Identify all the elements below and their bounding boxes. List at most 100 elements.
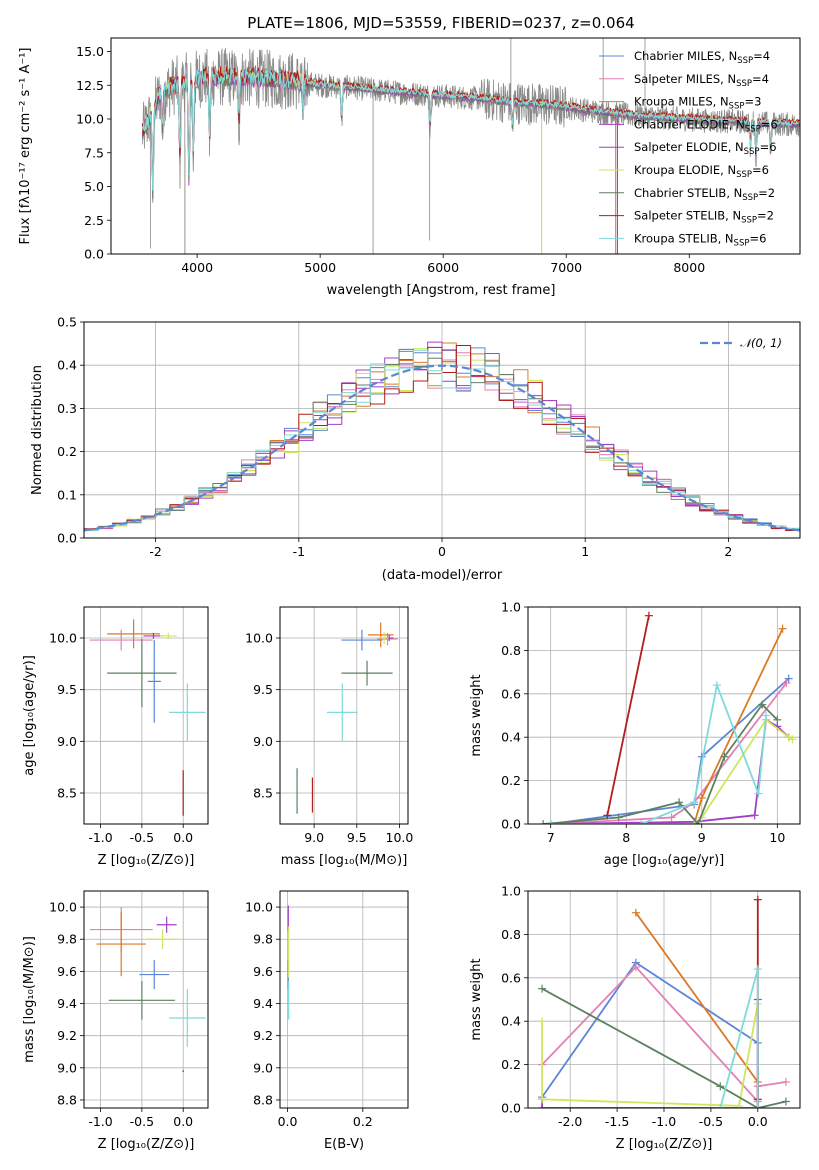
spectrum-frame xyxy=(110,37,801,255)
weight-vs-age-xlabel: age [log₁₀(age/yr)] xyxy=(604,853,725,868)
mass-vs-ebv-ytick-label-3: 9.4 xyxy=(253,996,273,1011)
hist-normal-curve xyxy=(84,364,800,532)
weight-vs-age-ytick-label-1: 0.2 xyxy=(501,773,521,788)
spectrum-plot xyxy=(141,38,800,254)
age-vs-z-frame xyxy=(83,606,209,825)
legend-label-suffix-5: =6 xyxy=(752,163,769,177)
weight-vs-age-ytick-label-5: 1.0 xyxy=(501,600,521,615)
legend-label-base-6: Chabrier STELIB, N xyxy=(634,186,742,200)
legend-label-7: Salpeter STELIB, NSSP=2 xyxy=(634,209,774,226)
hist-kroupa-stelib xyxy=(84,349,800,531)
spectrum-xlabel: wavelength [Angstrom, rest frame] xyxy=(327,283,556,298)
weight-vs-z-series-5 xyxy=(541,987,787,1108)
age-vs-z-xlabel: Z [log₁₀(Z/Z⊙)] xyxy=(98,853,195,868)
legend-label-sub-8: SSP xyxy=(734,238,750,248)
legend-label-suffix-7: =2 xyxy=(757,209,774,223)
legend-label-suffix-0: =4 xyxy=(753,49,770,63)
weight-vs-age-ytick-label-2: 0.4 xyxy=(501,730,521,745)
legend-label-base-8: Kroupa STELIB, N xyxy=(634,231,734,245)
mass-vs-z-ytick-label-2: 9.2 xyxy=(57,1028,77,1043)
legend-label-sub-5: SSP xyxy=(736,170,752,180)
age-vs-z-ylabel: age [log₁₀(age/yr)] xyxy=(22,655,37,776)
weight-vs-age-series-7 xyxy=(550,684,767,824)
weight-vs-z-ytick-label-3: 0.6 xyxy=(501,970,521,985)
spectrum-xtick-label-3: 7000 xyxy=(550,260,582,275)
spectrum-ytick-label-2: 5.0 xyxy=(84,179,104,194)
age-vs-mass-xtick-label-2: 10.0 xyxy=(386,830,414,845)
spectrum-title: PLATE=1806, MJD=53559, FIBERID=0237, z=0… xyxy=(247,14,634,32)
legend-label-base-4: Salpeter ELODIE, N xyxy=(634,140,744,154)
mass-vs-ebv-plot xyxy=(287,905,290,1020)
hist-ytick-label-3: 0.3 xyxy=(57,401,77,416)
weight-vs-z-series-2 xyxy=(635,912,759,1108)
legend-label-sub-4: SSP xyxy=(744,147,760,157)
hist-axes: -2 -1 0 1 2 0.0 0.1 0.2 0.3 0.4 0.5 xyxy=(57,315,801,559)
weight-vs-age-xtick-label-2: 9 xyxy=(698,830,706,845)
weight-vs-z-ytick-label-4: 0.8 xyxy=(501,927,521,942)
mass-vs-z-ytick-label-3: 9.4 xyxy=(57,996,77,1011)
age-vs-z-ytick-label-1: 9.0 xyxy=(57,734,77,749)
age-vs-mass-ytick-label-2: 9.5 xyxy=(253,682,273,697)
weight-vs-age-series-0 xyxy=(550,677,790,824)
mass-vs-z-ytick-label-0: 8.8 xyxy=(57,1092,77,1107)
hist-ytick-label-2: 0.2 xyxy=(57,444,77,459)
mass-vs-z-frame xyxy=(83,890,209,1109)
legend-label-4: Salpeter ELODIE, NSSP=6 xyxy=(634,140,777,157)
spectrum-ytick-label-3: 7.5 xyxy=(84,145,104,160)
weight-vs-age-series-2 xyxy=(693,628,784,824)
legend-label-5: Kroupa ELODIE, NSSP=6 xyxy=(634,163,769,180)
hist-xtick-label-4: 2 xyxy=(724,544,732,559)
age-vs-mass-plot xyxy=(296,622,398,814)
weight-vs-z-xlabel: Z [log₁₀(Z/Z⊙)] xyxy=(616,1137,713,1152)
weight-vs-z-ytick-label-0: 0.0 xyxy=(501,1101,521,1116)
mass-vs-z-xlabel: Z [log₁₀(Z/Z⊙)] xyxy=(98,1137,195,1152)
legend-label-2: Kroupa MILES, NSSP=3 xyxy=(634,95,761,112)
mass-vs-z-plot xyxy=(89,907,206,1072)
mass-vs-ebv-xtick-label-0: 0.0 xyxy=(278,1114,298,1129)
hist-chabrier-elodie xyxy=(84,341,800,530)
mass-vs-ebv-frame xyxy=(279,890,409,1109)
spectrum-ytick-label-4: 10.0 xyxy=(76,112,104,127)
legend-label-suffix-1: =4 xyxy=(752,72,769,86)
legend-label-sub-1: SSP xyxy=(736,79,752,89)
weight-vs-age-frame xyxy=(527,606,801,825)
weight-vs-age-ylabel: mass weight xyxy=(469,674,484,756)
spectrum-ylabel: Flux [fλ10⁻¹⁷ erg cm⁻² s⁻¹ A⁻¹] xyxy=(18,48,33,245)
age-vs-mass-axes: 9.0 9.5 10.0 8.5 9.0 9.5 10.0 xyxy=(245,606,414,845)
hist-legend-label: 𝒩(0, 1) xyxy=(740,336,782,350)
weight-vs-z-xtick-label-1: -1.5 xyxy=(605,1114,629,1129)
weight-vs-age-ytick-label-3: 0.6 xyxy=(501,686,521,701)
age-vs-mass-ytick-label-0: 8.5 xyxy=(253,786,273,801)
weight-vs-age-xtick-label-1: 8 xyxy=(622,830,630,845)
mass-vs-ebv-ytick-label-0: 8.8 xyxy=(253,1092,273,1107)
age-vs-z-axes: -1.0 -0.5 0.0 8.5 9.0 9.5 10.0 xyxy=(49,606,209,845)
age-vs-mass-ytick-label-3: 10.0 xyxy=(245,631,273,646)
age-vs-z-ytick-label-0: 8.5 xyxy=(57,786,77,801)
weight-vs-age-series-1 xyxy=(550,682,788,824)
weight-vs-z-xtick-label-3: -0.5 xyxy=(699,1114,723,1129)
mass-vs-z-xtick-label-2: 0.0 xyxy=(173,1114,193,1129)
weight-vs-z-xtick-label-0: -2.0 xyxy=(558,1114,582,1129)
legend-label-suffix-4: =6 xyxy=(760,140,777,154)
weight-vs-age-ytick-label-0: 0.0 xyxy=(501,817,521,832)
hist-ytick-label-4: 0.4 xyxy=(57,358,77,373)
legend-label-base-3: Chabrier ELODIE, N xyxy=(634,117,745,131)
mass-vs-ebv-axes: 0.0 0.2 8.8 9.0 9.2 9.4 9.6 9.8 10.0 xyxy=(245,890,409,1129)
mass-vs-z-axes: -1.0 -0.5 0.0 8.8 9.0 9.2 9.4 9.6 9.8 10.0 xyxy=(49,890,209,1129)
legend-label-base-2: Kroupa MILES, N xyxy=(634,95,729,109)
weight-vs-z-frame xyxy=(527,890,801,1109)
mass-vs-ebv-xlabel: E(B-V) xyxy=(324,1137,364,1152)
spectrum-ytick-label-1: 2.5 xyxy=(84,213,104,228)
weight-vs-age-xtick-label-0: 7 xyxy=(547,830,555,845)
legend-label-sub-7: SSP xyxy=(741,216,757,226)
age-vs-mass-frame xyxy=(279,606,409,825)
legend-label-base-1: Salpeter MILES, N xyxy=(634,72,736,86)
hist-ylabel: Normed distribution xyxy=(30,365,45,495)
hist-ytick-label-5: 0.5 xyxy=(57,315,77,330)
legend-label-sub-3: SSP xyxy=(745,124,761,134)
mass-vs-ebv-ytick-label-2: 9.2 xyxy=(253,1028,273,1043)
weight-vs-age-series-5 xyxy=(543,703,778,824)
age-vs-mass-xtick-label-0: 9.0 xyxy=(304,830,324,845)
age-vs-mass-xtick-label-1: 9.5 xyxy=(347,830,367,845)
